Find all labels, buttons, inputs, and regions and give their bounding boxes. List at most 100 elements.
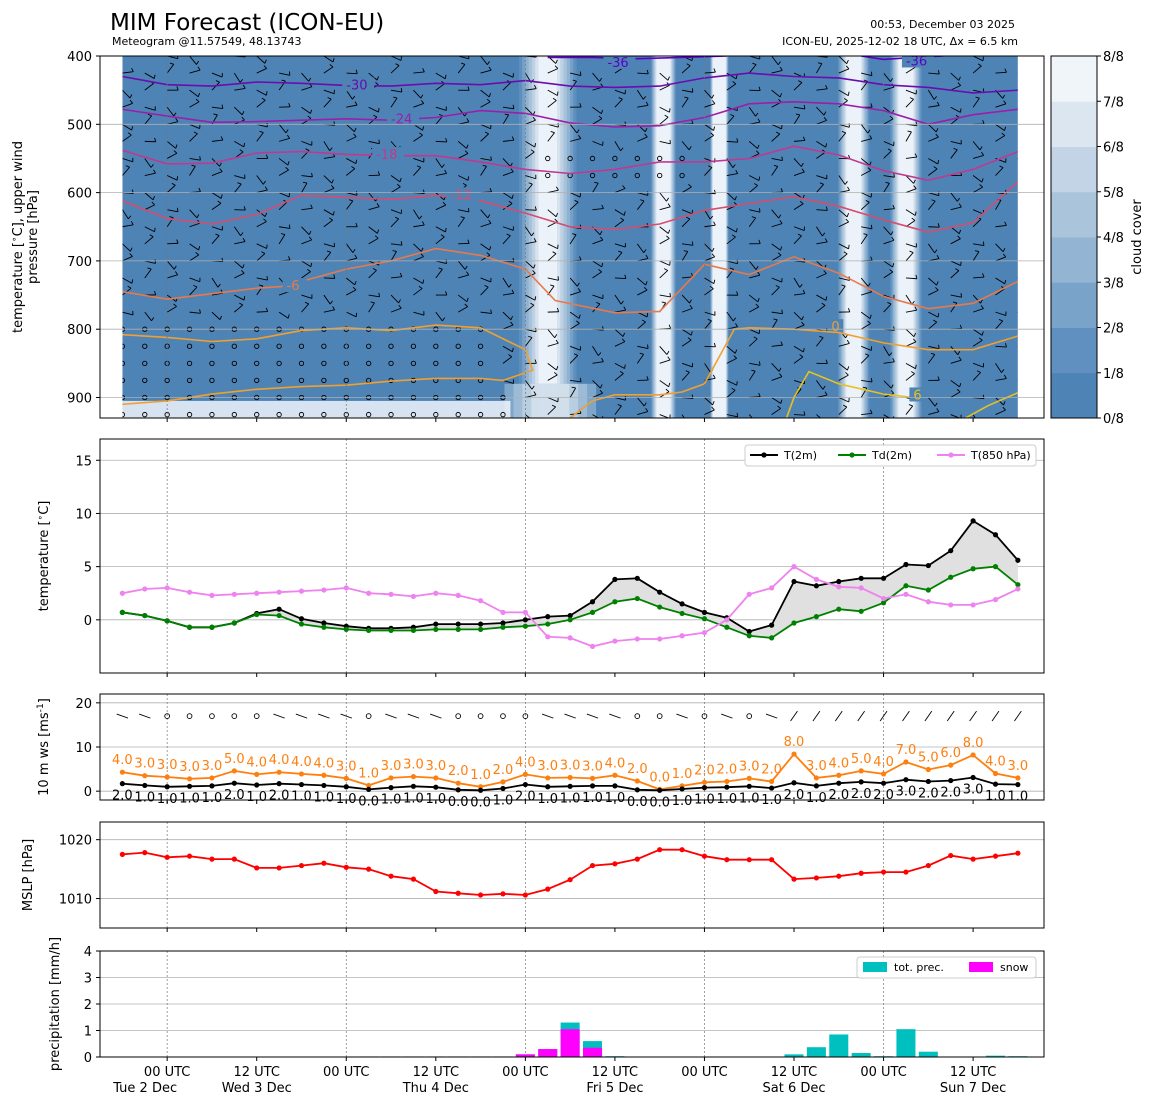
wind-speed-data-label: 0.0 [649,795,670,810]
data-point [568,617,573,622]
data-point [612,599,617,604]
gust-data-label: 4.0 [605,756,626,771]
gust-data-label: 4.0 [246,755,267,770]
data-point [702,610,707,615]
data-point [545,614,550,619]
legend-entry: T(2m) [783,449,817,462]
data-point [478,598,483,603]
data-point [321,783,326,788]
wind-speed-data-label: 1.0 [761,793,782,808]
gust-data-label: 4.0 [314,756,335,771]
precip-bar [919,1052,938,1057]
data-point [903,583,908,588]
data-point [232,620,237,625]
gust-data-label: 4.0 [828,756,849,771]
data-point [702,780,707,785]
data-point [948,548,953,553]
wind-barb-flag [801,48,804,51]
data-point [276,770,281,775]
calm-wind-marker [232,714,237,719]
data-point [165,855,170,860]
data-point [657,788,662,793]
gust-data-label: 5.0 [224,752,245,767]
wind-speed-data-label: 1.0 [202,791,223,806]
isotherm-label: -36 [906,54,927,69]
wind-barb-flag [415,46,419,47]
wind-barb-shaft [609,714,620,718]
isotherm-label: -36 [607,56,628,71]
wind-barb-shaft [615,278,626,279]
y-tick-label: 1020 [59,834,92,849]
y-tick-label: 500 [67,118,92,133]
calm-wind-marker [635,714,640,719]
wind-barb-flag [575,47,578,49]
data-point [232,781,237,786]
gust-data-label: 3.0 [157,758,178,773]
colorbar-tick-label: 3/8 [1103,276,1124,291]
data-point [1015,782,1020,787]
data-point [545,621,550,626]
gust-data-label: 1.0 [672,767,693,782]
colorbar-segment [1051,192,1097,238]
wind-barb-shaft [117,714,128,718]
data-point [142,586,147,591]
data-point [635,857,640,862]
wind-speed-data-label: 1.0 [582,791,603,806]
wind-barb-flag [356,160,357,164]
data-point [590,644,595,649]
wind-barb-shaft [861,49,870,56]
data-point [523,772,528,777]
wind-barb-shaft [542,714,553,718]
data-point [702,785,707,790]
y-tick-label: 600 [67,187,92,202]
data-point [209,593,214,598]
wind-barb-shaft [1014,711,1021,721]
data-point [635,636,640,641]
data-point [769,585,774,590]
data-point [747,633,752,638]
gust-data-label: 8.0 [784,735,805,750]
wind-barb-flag [782,157,783,161]
wind-barb-flag [759,361,760,365]
time-tick-label: 12 UTC [592,1065,638,1080]
data-point [276,607,281,612]
issue-time: 00:53, December 03 2025 [870,18,1015,31]
data-point [299,621,304,626]
data-point [859,768,864,773]
data-point [769,635,774,640]
data-point [433,621,438,626]
data-point [971,602,976,607]
wind-barb-flag [669,108,670,112]
data-point [836,773,841,778]
time-tick-label: 00 UTC [144,1065,190,1080]
wind-ylabel: 10 m ws [ms-1] [36,698,52,796]
data-point [500,610,505,615]
wind-speed-data-label: 1.0 [1008,790,1029,805]
wind-speed-data-label: 0.0 [627,795,648,810]
data-point [209,857,214,862]
data-point [120,770,125,775]
data-point [523,617,528,622]
data-point [836,584,841,589]
data-point [859,871,864,876]
date-label: Thu 4 Dec [402,1081,469,1096]
data-point [366,628,371,633]
wind-barb-flag [668,50,670,53]
gust-data-label: 4.0 [515,755,536,770]
data-point [411,594,416,599]
data-point [836,874,841,879]
wind-barb-shaft [436,52,446,56]
data-point [993,782,998,787]
time-tick-label: 12 UTC [413,1065,459,1080]
wind-speed-data-label: 1.0 [806,791,827,806]
precip-bar [896,1029,915,1057]
wind-speed-data-label: 1.0 [336,792,357,807]
gust-data-label: 3.0 [179,760,200,775]
wind-barb-shaft [903,711,910,721]
data-point [388,785,393,790]
y-tick-label: 5 [84,561,92,576]
gust-data-label: 2.0 [627,762,648,777]
gust-data-label: 6.0 [940,746,961,761]
colorbar-segment [1051,282,1097,328]
